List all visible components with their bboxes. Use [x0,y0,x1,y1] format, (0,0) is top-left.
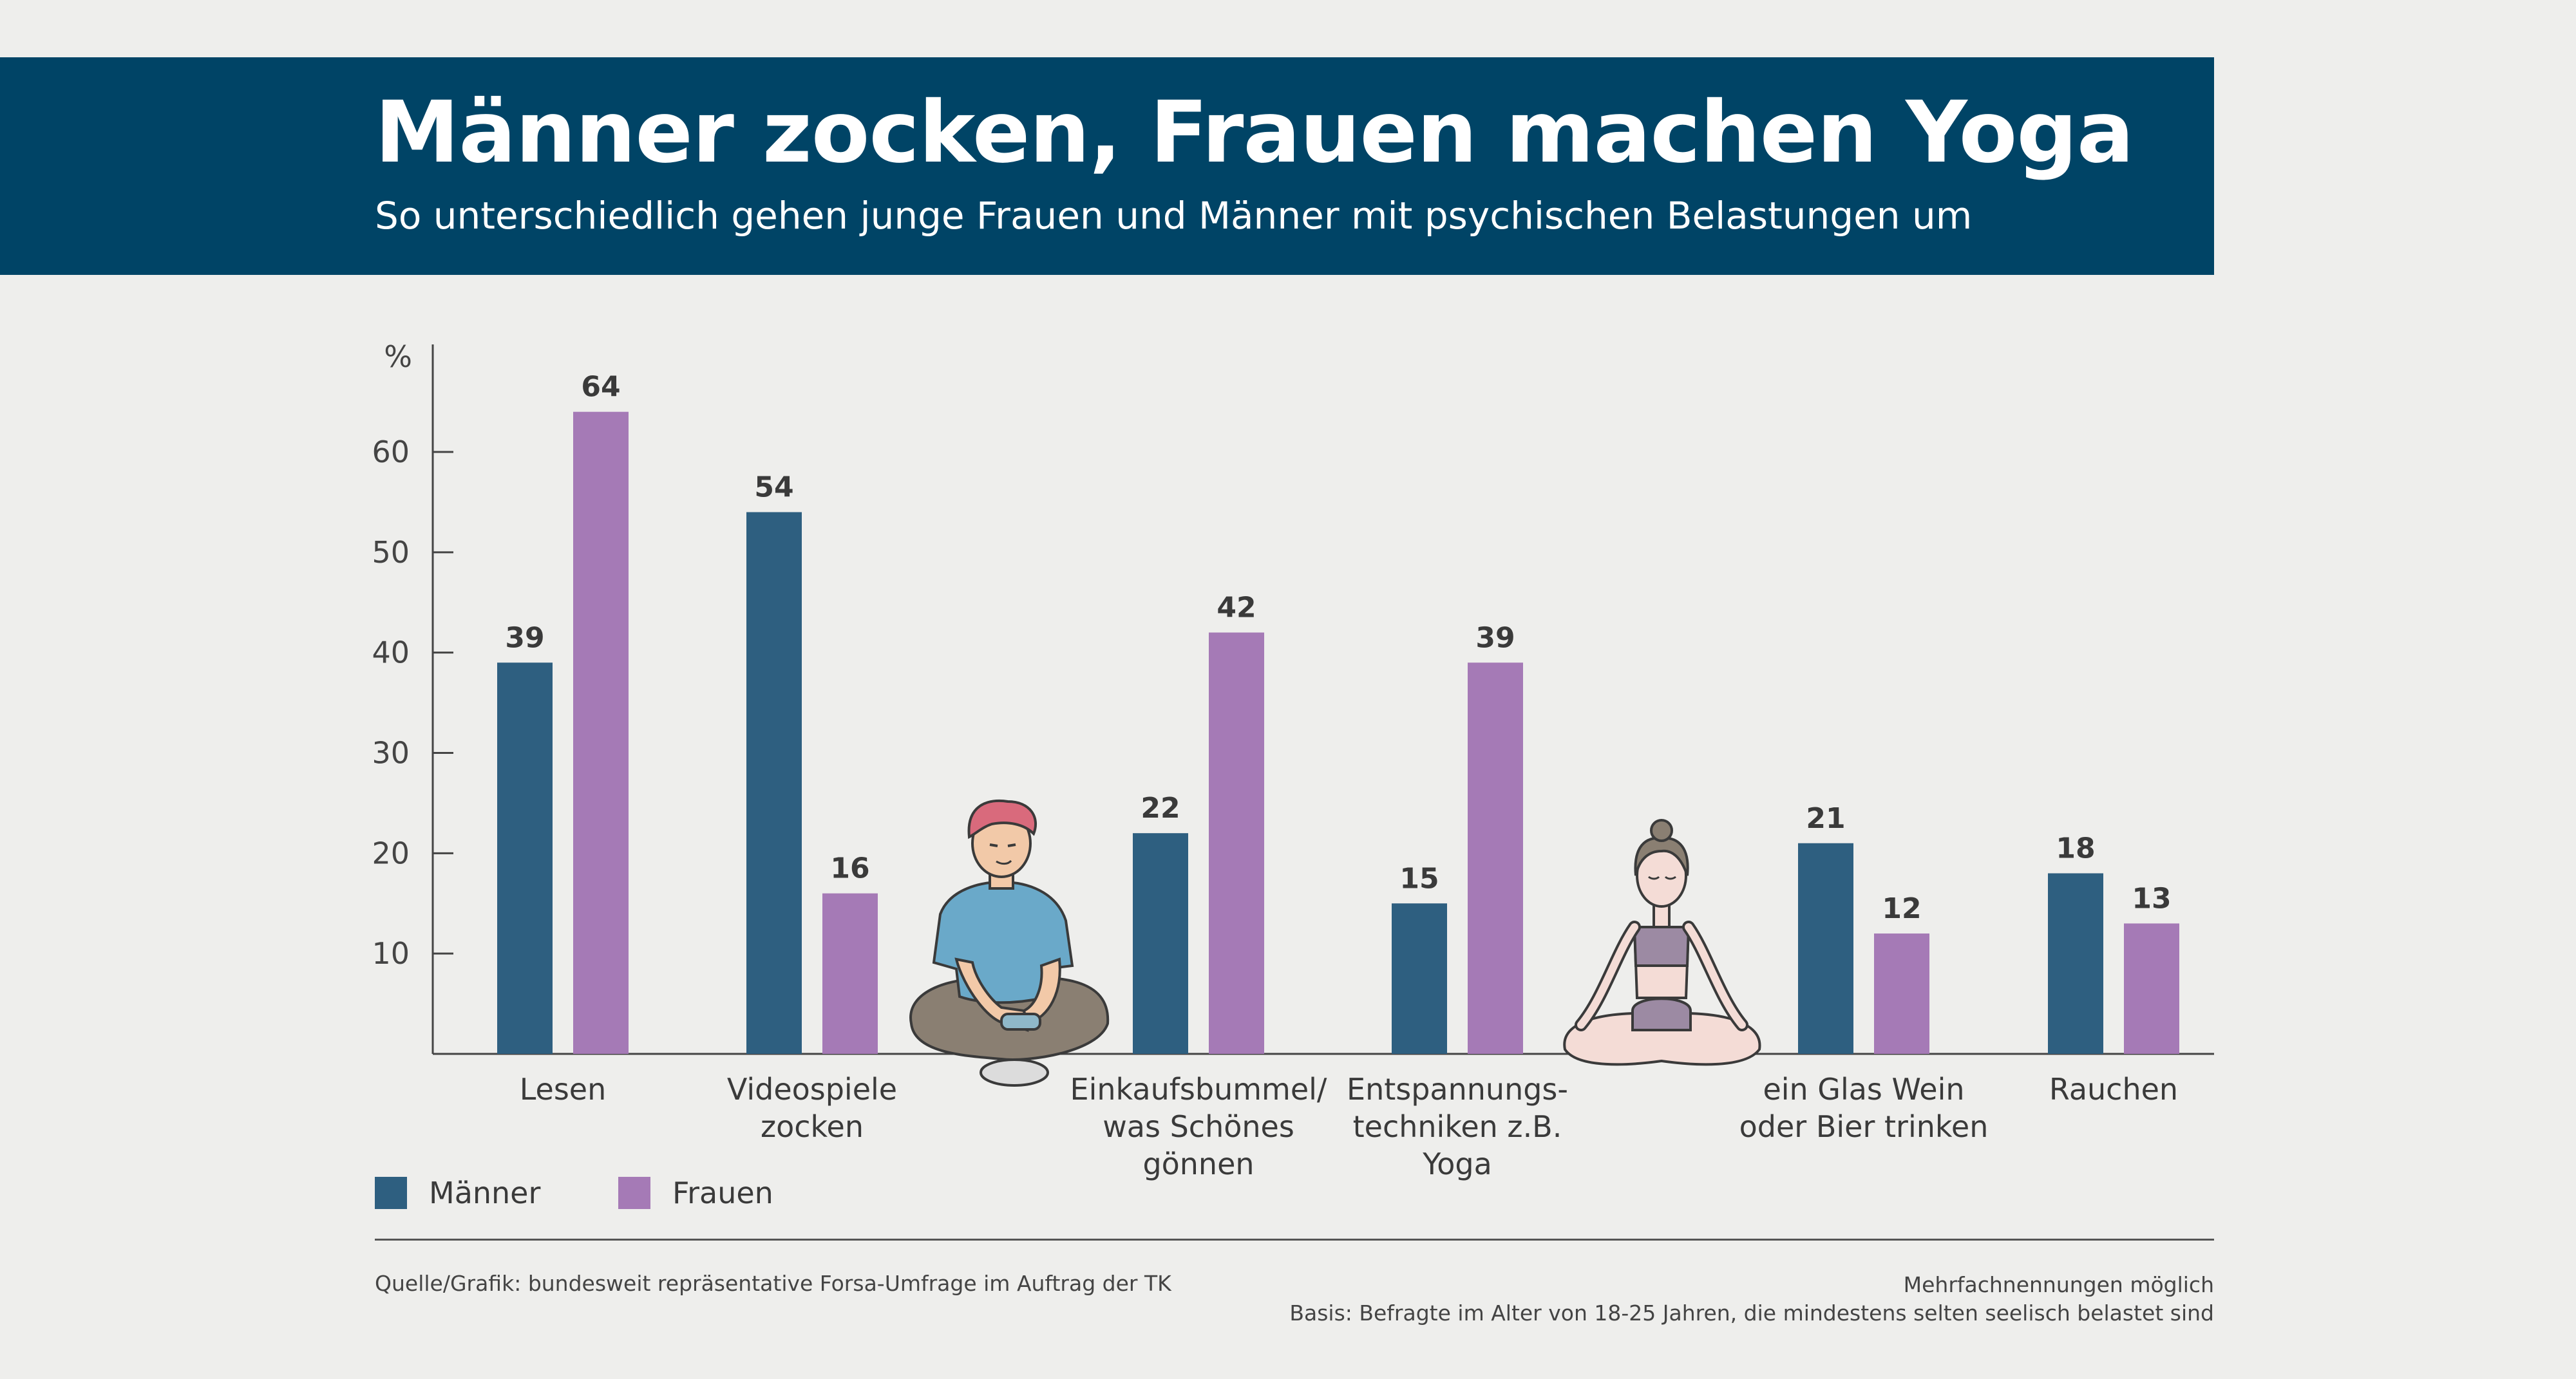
value-label: 13 [2132,882,2171,915]
legend-swatch-maenner [375,1177,407,1209]
value-label: 42 [1217,592,1256,624]
category-label: ein Glas Wein oder Bier trinken [1739,1072,1989,1144]
bar-maenner [746,512,802,1054]
footer-note-basis: Basis: Befragte im Alter von 18-25 Jahre… [1289,1300,2214,1326]
category-label: Videospiele zocken [727,1072,897,1144]
y-axis-unit: % [384,339,412,374]
footer-notes: Mehrfachnennungen möglich Basis: Befragt… [1289,1271,2214,1327]
value-label: 21 [1806,802,1845,835]
bar-frauen [822,893,878,1054]
category-label-line: techniken z.B. [1353,1109,1562,1144]
chart-axes [431,344,2214,1055]
value-label: 12 [1882,892,1921,925]
category-label-line: gönnen [1142,1147,1254,1181]
footer-note-multiple: Mehrfachnennungen möglich [1903,1272,2214,1297]
gamer-illustration [909,799,1110,1087]
category-label-line: Yoga [1422,1147,1492,1181]
bar-frauen [573,411,629,1054]
value-label: 39 [1475,621,1515,654]
category-label-line: Entspannungs- [1347,1072,1568,1107]
yoga-illustration [1563,819,1761,1066]
bar-frauen [1209,632,1264,1054]
footer-divider [375,1239,2214,1241]
y-tick-label: 50 [372,535,410,570]
value-labels: 39 64 54 16 22 42 15 39 21 12 18 13 [505,371,2171,925]
header-banner: Männer zocken, Frauen machen Yoga So unt… [0,57,2214,275]
bar-maenner [1798,843,1853,1054]
category-label-line: zocken [761,1109,864,1144]
legend-item-frauen: Frauen [618,1176,773,1210]
category-label-line: ein Glas Wein [1763,1072,1964,1107]
bar-maenner [497,662,553,1054]
value-label: 18 [2056,832,2095,865]
y-tick-label: 60 [372,435,410,469]
value-label: 16 [830,852,869,885]
category-label-line: oder Bier trinken [1739,1109,1989,1144]
category-labels: Lesen Videospiele zocken Einkaufsbummel/was… [520,1072,2178,1181]
legend-swatch-frauen [618,1177,650,1209]
legend-item-maenner: Männer [375,1176,540,1210]
chart-title: Männer zocken, Frauen machen Yoga [375,83,2134,182]
chart-subtitle: So unterschiedlich gehen junge Frauen un… [375,194,1973,238]
bar-maenner [1133,833,1188,1054]
y-tick-label: 20 [372,836,410,870]
footer-source: Quelle/Grafik: bundesweit repräsentative… [375,1271,1171,1296]
bar-maenner [1392,903,1447,1054]
value-label: 54 [754,471,793,504]
bar-maenner [2048,873,2103,1054]
bar-frauen [1874,933,1929,1054]
category-label: Entspannungs-techniken z.B. Yoga [1347,1072,1568,1181]
category-label-line: Lesen [520,1072,607,1107]
value-label: 15 [1399,862,1439,895]
y-tick-label: 40 [372,635,410,670]
legend-label-maenner: Männer [429,1176,541,1210]
legend-label-frauen: Frauen [672,1176,773,1210]
value-label: 22 [1141,792,1180,825]
chart-bars [497,411,2179,1054]
value-label: 64 [581,371,620,404]
category-label: Lesen [520,1072,607,1107]
category-label-line: Rauchen [2049,1072,2178,1107]
category-label-line: was Schönes [1103,1109,1294,1144]
bar-frauen [1468,662,1523,1054]
y-tick-label: 30 [372,736,410,771]
category-label: Einkaufsbummel/was Schönes gönnen [1070,1072,1327,1181]
value-label: 39 [505,621,544,654]
category-label: Rauchen [2049,1072,2178,1107]
category-label-line: Videospiele [727,1072,897,1107]
y-axis-ticks: % 10 20 30 40 50 60 [372,339,453,971]
y-tick-label: 10 [372,936,410,971]
bar-frauen [2124,923,2179,1054]
category-label-line: Einkaufsbummel/ [1070,1072,1327,1107]
